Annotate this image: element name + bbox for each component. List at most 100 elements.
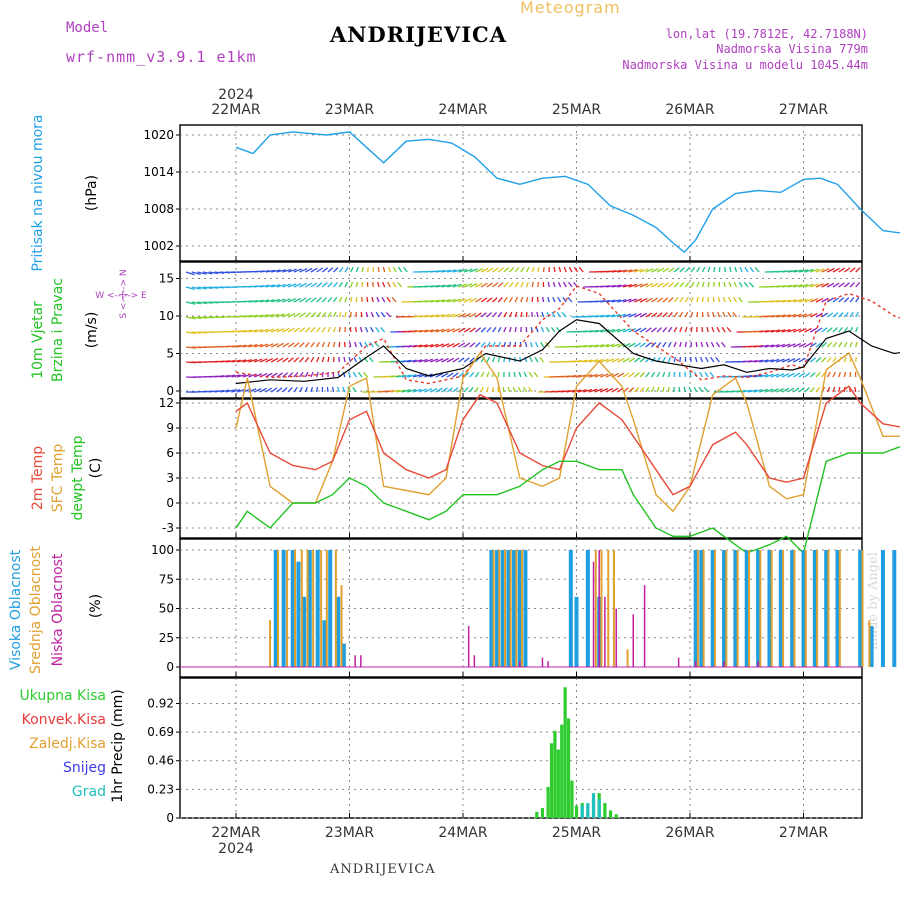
- wind-barb: [197, 301, 208, 305]
- wind-barb: [855, 341, 858, 348]
- wind-barb: [798, 298, 808, 303]
- cloud-bar: [600, 550, 603, 667]
- y-tick-label: 100: [151, 543, 174, 557]
- wind-barb: [371, 296, 374, 303]
- wind-barb: [508, 296, 514, 303]
- wind-barb: [540, 326, 545, 333]
- wind-barb: [441, 372, 449, 378]
- wind-barb: [695, 341, 698, 348]
- wind-barb: [452, 372, 459, 378]
- wind-barb: [662, 326, 668, 333]
- precip-legend-entry: Zaledj.Kisa: [29, 736, 106, 752]
- wind-barb: [633, 372, 640, 378]
- wind-barb: [214, 271, 225, 274]
- wind-barb: [821, 327, 828, 333]
- wind-barb: [729, 266, 732, 273]
- cloud-bar: [880, 550, 885, 667]
- wind-barb: [821, 371, 826, 378]
- wind-barb: [781, 284, 792, 288]
- wind-barb: [821, 282, 830, 288]
- wind-barb: [793, 269, 803, 273]
- wind-barb: [386, 296, 391, 303]
- wind-barb: [491, 386, 494, 393]
- wind-barb: [838, 386, 841, 393]
- y-tick-label: 1008: [143, 202, 174, 216]
- wind-barb: [529, 341, 533, 348]
- precip-bar: [570, 780, 574, 818]
- wind-barb: [310, 297, 317, 303]
- day-label-bottom: 26MAR: [665, 825, 714, 841]
- wind-barb: [435, 328, 445, 333]
- wind-barb: [600, 314, 610, 318]
- wind-barb: [843, 267, 851, 273]
- wind-barb: [452, 342, 460, 348]
- wind-barb: [287, 372, 294, 378]
- wind-barb: [849, 341, 853, 348]
- wind-barb: [254, 299, 264, 303]
- wind-barb: [747, 389, 758, 393]
- wind-barb: [446, 328, 456, 333]
- wind-barb: [242, 314, 253, 318]
- wind-barb: [684, 267, 691, 273]
- wind-barb: [242, 358, 252, 363]
- wind-barb: [331, 386, 335, 393]
- wind-barb: [392, 266, 397, 273]
- wind-barb: [684, 281, 690, 288]
- wind-barb: [684, 341, 687, 348]
- wind-barb: [316, 297, 322, 303]
- wind-barb: [486, 386, 489, 393]
- wind-barb: [534, 356, 539, 363]
- wind-barb: [259, 328, 269, 333]
- wind-barb: [293, 268, 303, 273]
- cloud-bar: [489, 550, 494, 667]
- wind-barb: [694, 356, 698, 363]
- wind-barb: [359, 341, 363, 348]
- wind-barb: [344, 281, 349, 288]
- wind-barb: [375, 311, 380, 318]
- wind-barb: [705, 356, 709, 363]
- y-tick-label: 0: [166, 384, 174, 398]
- wind-barb: [185, 286, 195, 291]
- wind-barb: [523, 371, 528, 378]
- wind-barb: [407, 374, 417, 378]
- wind-barb: [418, 344, 428, 348]
- wind-barb: [577, 389, 587, 393]
- wind-barb: [321, 326, 326, 333]
- wind-barb: [435, 269, 446, 273]
- wind-barb: [253, 358, 263, 363]
- cloud-bar: [512, 550, 517, 667]
- wind-barb: [622, 342, 631, 348]
- wind-barb: [551, 311, 556, 318]
- wind-barb: [446, 298, 456, 303]
- wind-barb: [514, 311, 518, 318]
- wind-barb: [486, 371, 490, 378]
- wind-barb: [679, 311, 684, 318]
- footer-title: ANDRIJEVICA: [330, 862, 436, 877]
- wind-barb: [770, 373, 779, 378]
- wind-barb: [287, 312, 296, 318]
- wind-barb: [536, 311, 539, 318]
- wind-barb: [639, 327, 647, 333]
- wind-barb: [265, 299, 275, 303]
- wind-barb: [304, 386, 308, 393]
- cloud-bar: [354, 655, 356, 667]
- temp-axis-title-3: dewpt Temp: [70, 435, 86, 520]
- cloud-bar: [607, 550, 610, 667]
- wind-barb: [418, 329, 429, 333]
- wind-barb: [304, 312, 312, 318]
- wind-barb: [743, 281, 749, 288]
- cloud-bar: [733, 550, 738, 667]
- wind-barb: [798, 342, 807, 348]
- wind-barb: [588, 359, 599, 363]
- wind-barb: [191, 316, 202, 320]
- wind-barb: [753, 374, 763, 378]
- wind-barb: [219, 389, 230, 393]
- wind-barb: [628, 342, 636, 348]
- wind-barb: [524, 341, 528, 348]
- wind-barb: [622, 372, 630, 378]
- wind-barb: [253, 373, 263, 378]
- wind-barb: [855, 326, 859, 333]
- wind-barb: [520, 266, 525, 273]
- wind-barb: [634, 312, 642, 318]
- cloud-bar: [328, 550, 333, 667]
